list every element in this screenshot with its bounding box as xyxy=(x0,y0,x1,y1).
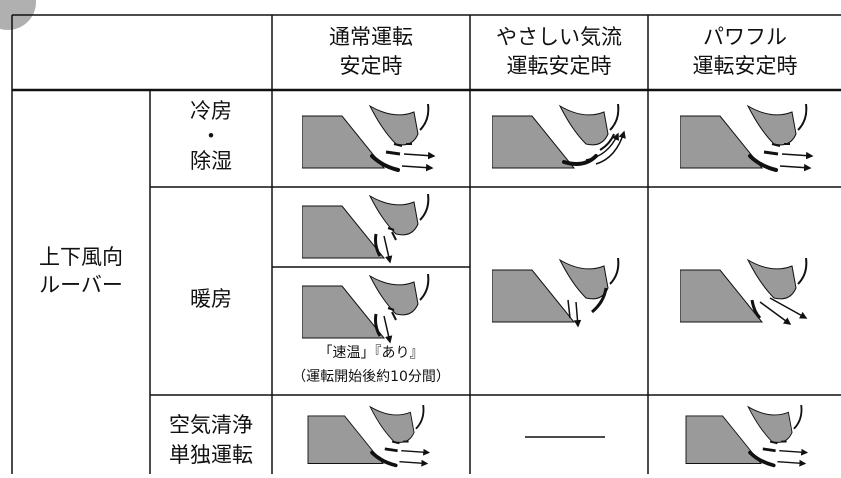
group-label: 上下風向 xyxy=(39,245,123,269)
note-text: （運転開始後約10分間） xyxy=(292,369,450,385)
row-label: 冷房 xyxy=(190,99,232,123)
airflow-illustrations xyxy=(302,104,812,465)
header-text: 通常運転 xyxy=(329,25,413,49)
note-text: 「速温」『あり』 xyxy=(319,345,424,361)
row-label: 除湿 xyxy=(190,149,232,173)
header-text: 運転安定時 xyxy=(507,54,612,78)
row-label: 空気清浄 xyxy=(169,413,253,437)
row-label: 暖房 xyxy=(190,287,232,311)
header-text: 運転安定時 xyxy=(693,54,798,78)
row-label: 単独運転 xyxy=(169,443,253,467)
header-text: 安定時 xyxy=(340,54,403,78)
header-text: やさしい気流 xyxy=(496,25,622,49)
table-grid xyxy=(11,14,841,474)
row-label: ・ xyxy=(201,124,222,148)
group-label: ルーバー xyxy=(39,273,123,297)
header-text: パワフル xyxy=(703,25,787,49)
